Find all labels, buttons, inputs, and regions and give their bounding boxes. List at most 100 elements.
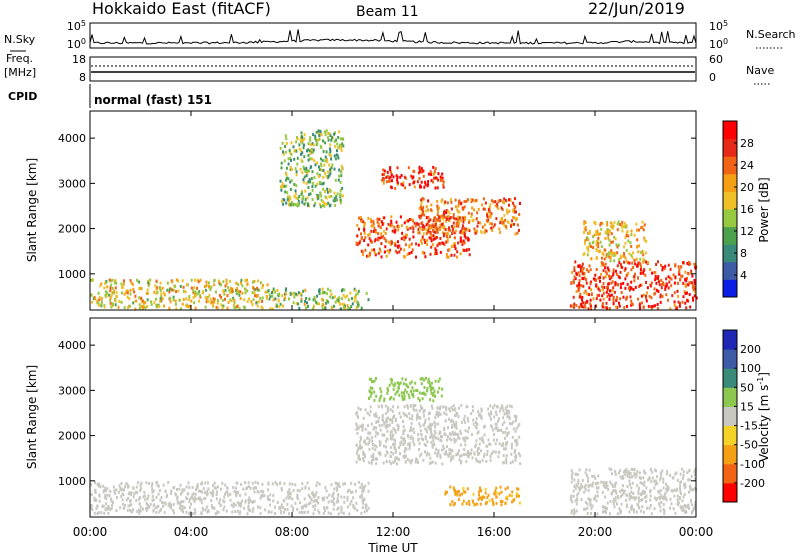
velocity-cell <box>126 483 129 487</box>
power-cell <box>438 215 440 219</box>
velocity-cell <box>475 426 478 430</box>
power-cell <box>448 219 451 223</box>
power-cell <box>378 247 381 251</box>
velocity-cell <box>398 411 401 415</box>
power-cell <box>489 222 492 226</box>
velocity-cell <box>476 449 479 453</box>
velocity-cell <box>573 485 576 488</box>
power-cell <box>360 218 363 222</box>
velocity-colorbar-tick-label: -15 <box>740 420 758 433</box>
power-cell <box>410 242 413 246</box>
velocity-cell <box>506 404 509 408</box>
power-cell <box>222 280 225 284</box>
velocity-cell <box>394 456 397 460</box>
power-cell <box>160 294 163 298</box>
velocity-cell <box>631 481 634 485</box>
power-cell <box>590 257 593 261</box>
velocity-cell <box>415 414 418 418</box>
velocity-cell <box>380 404 383 408</box>
velocity-colorbar-label: Velocity [m s-1] <box>756 372 771 462</box>
power-cell <box>669 276 671 280</box>
power-cell <box>616 228 619 232</box>
power-cell <box>587 270 590 274</box>
velocity-cell <box>507 431 510 435</box>
power-cell <box>194 278 197 282</box>
velocity-cell <box>451 449 454 453</box>
velocity-cell <box>366 509 369 513</box>
power-cell <box>453 231 456 235</box>
velocity-cell <box>644 471 647 475</box>
velocity-cell <box>441 387 444 391</box>
power-cell <box>213 279 216 283</box>
power-cell <box>213 300 216 304</box>
power-cell <box>158 285 161 289</box>
y-tick-label: 4000 <box>58 339 86 352</box>
velocity-cell <box>375 376 377 380</box>
power-cell <box>432 180 435 184</box>
power-cell <box>684 277 687 281</box>
velocity-cell <box>120 495 123 498</box>
power-cell <box>325 202 328 206</box>
velocity-cell <box>618 490 621 493</box>
velocity-cell <box>446 438 448 442</box>
power-cell <box>470 200 473 204</box>
power-cell <box>606 266 609 270</box>
power-cell <box>678 268 681 272</box>
velocity-cell <box>142 507 144 511</box>
velocity-cell <box>370 461 373 465</box>
velocity-cell <box>255 486 258 490</box>
time-axis-label: Time UT <box>367 541 418 554</box>
power-cell <box>654 275 657 278</box>
power-cell <box>388 176 391 180</box>
power-cell <box>668 280 671 284</box>
power-cell <box>420 170 423 174</box>
velocity-cell <box>188 506 191 510</box>
power-cell <box>653 304 656 308</box>
power-cell <box>573 269 576 272</box>
velocity-cell <box>317 509 320 513</box>
velocity-cell <box>201 490 204 494</box>
power-cell <box>588 229 591 233</box>
power-cell <box>627 234 630 238</box>
power-cell <box>109 296 112 300</box>
velocity-cell <box>162 504 164 508</box>
power-cell <box>597 245 600 249</box>
velocity-cell <box>686 504 689 508</box>
power-cell <box>301 141 304 145</box>
power-cell <box>513 207 516 211</box>
velocity-cell <box>570 498 573 502</box>
velocity-colorbar-frame <box>722 329 738 503</box>
velocity-cell <box>504 487 507 491</box>
power-cell <box>673 303 676 307</box>
power-cell <box>423 225 426 229</box>
power-cell <box>619 256 622 260</box>
velocity-cell <box>484 487 487 491</box>
velocity-cell <box>147 494 150 498</box>
velocity-cell <box>467 455 470 459</box>
power-cell <box>321 307 324 311</box>
power-cell <box>112 291 115 295</box>
power-cell <box>159 281 162 285</box>
power-cell <box>688 281 691 285</box>
velocity-cell <box>635 472 638 476</box>
power-cell <box>235 281 238 285</box>
velocity-cell <box>327 500 330 504</box>
power-cell <box>578 305 581 309</box>
power-cell <box>626 273 629 277</box>
power-cell <box>305 166 308 170</box>
power-cell <box>110 293 113 297</box>
velocity-cell <box>494 492 497 496</box>
velocity-cell <box>383 397 386 401</box>
power-cell <box>162 291 165 295</box>
power-cell <box>420 241 423 245</box>
velocity-cell <box>394 419 397 423</box>
power-cell <box>607 229 609 233</box>
velocity-cell <box>446 445 448 449</box>
velocity-cell <box>108 494 111 497</box>
velocity-cell <box>508 417 511 421</box>
power-cell <box>595 283 598 287</box>
velocity-cell <box>504 430 507 434</box>
velocity-cell <box>337 512 340 516</box>
power-cell <box>439 223 442 227</box>
velocity-cell <box>403 428 406 432</box>
